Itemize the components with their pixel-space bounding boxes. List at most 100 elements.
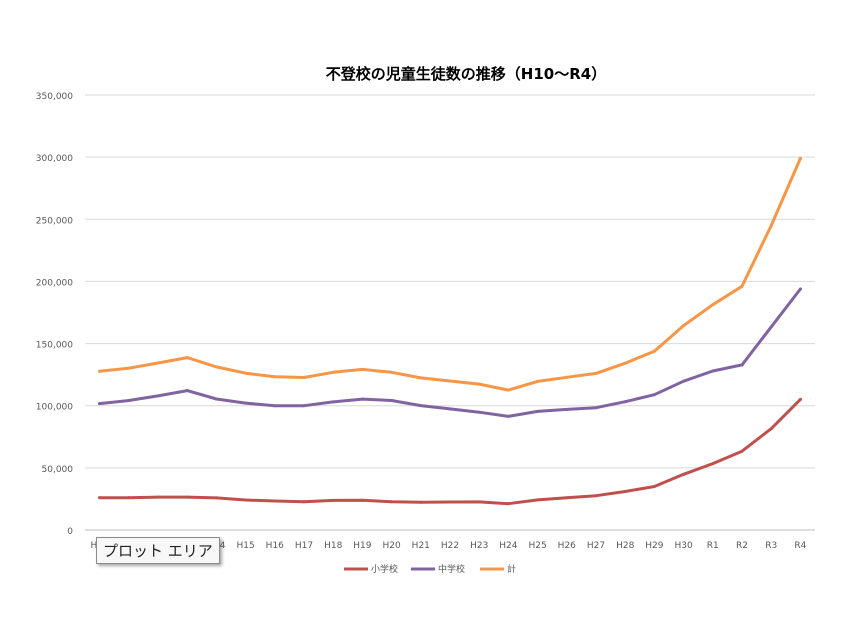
data-point-series-3 <box>273 375 277 379</box>
legend-label-2: 中学校 <box>438 563 465 575</box>
data-point-series-2 <box>594 406 598 410</box>
x-tick-label: H20 <box>382 541 400 551</box>
x-tick-label: H28 <box>616 541 634 551</box>
data-point-series-2 <box>156 394 160 398</box>
data-point-series-2 <box>711 369 715 373</box>
data-point-series-3 <box>711 303 715 307</box>
x-tick-label: R4 <box>794 541 806 551</box>
data-point-series-3 <box>214 365 218 369</box>
data-point-series-1 <box>652 485 656 488</box>
x-tick-label: H26 <box>558 541 576 551</box>
x-tick-label: H24 <box>499 541 517 551</box>
x-tick-label: H21 <box>412 541 430 551</box>
data-point-series-2 <box>185 389 189 393</box>
data-point-series-2 <box>390 398 394 402</box>
data-point-series-2 <box>273 404 277 408</box>
data-point-series-1 <box>448 500 452 504</box>
data-point-series-3 <box>390 370 394 374</box>
data-point-series-2 <box>244 401 248 405</box>
plot-area-tooltip: プロット エリア <box>96 537 220 564</box>
legend-label-1: 小学校 <box>371 563 398 575</box>
data-point-series-1 <box>740 449 744 453</box>
x-tick-label: H18 <box>324 541 342 551</box>
data-point-series-1 <box>98 496 102 500</box>
x-tick-label: H22 <box>441 541 459 551</box>
y-tick-label: 250,000 <box>36 216 73 226</box>
data-point-series-1 <box>273 499 277 503</box>
data-point-series-3 <box>302 376 306 380</box>
x-tick-label: H23 <box>470 541 488 551</box>
data-point-series-3 <box>623 361 627 365</box>
data-point-series-3 <box>331 370 335 374</box>
data-point-series-3 <box>185 356 189 360</box>
data-point-series-3 <box>769 224 773 228</box>
data-point-series-3 <box>798 156 802 160</box>
y-tick-label: 300,000 <box>36 154 73 164</box>
data-point-series-2 <box>477 410 481 414</box>
data-point-series-2 <box>682 379 686 383</box>
data-point-series-1 <box>477 500 481 504</box>
data-point-series-1 <box>156 495 160 499</box>
data-point-series-3 <box>419 376 423 380</box>
data-point-series-3 <box>477 382 481 386</box>
data-point-series-1 <box>769 427 773 431</box>
data-point-series-2 <box>98 402 102 406</box>
data-point-series-3 <box>652 349 656 353</box>
x-tick-label: H15 <box>236 541 254 551</box>
data-point-series-1 <box>711 462 715 466</box>
data-point-series-1 <box>360 498 364 502</box>
y-tick-label: 0 <box>67 527 73 537</box>
x-tick-label: H25 <box>528 541 546 551</box>
x-tick-label: H19 <box>353 541 371 551</box>
series-line-1 <box>98 397 802 506</box>
data-point-series-1 <box>682 472 686 476</box>
data-point-series-1 <box>419 500 423 504</box>
y-tick-label: 150,000 <box>36 341 73 351</box>
data-point-series-2 <box>506 414 510 418</box>
y-tick-label: 350,000 <box>36 92 73 102</box>
data-point-series-3 <box>244 371 248 375</box>
data-point-series-2 <box>798 287 802 291</box>
data-point-series-2 <box>331 400 335 404</box>
data-point-series-2 <box>419 404 423 408</box>
data-point-series-2 <box>769 325 773 329</box>
x-tick-label: H29 <box>645 541 663 551</box>
y-tick-label: 50,000 <box>42 465 74 475</box>
data-point-series-3 <box>360 367 364 371</box>
data-point-series-1 <box>302 500 306 504</box>
data-point-series-1 <box>623 489 627 493</box>
x-tick-label: H17 <box>295 541 313 551</box>
data-point-series-3 <box>98 369 102 373</box>
y-tick-label: 200,000 <box>36 278 73 288</box>
data-point-series-2 <box>127 398 131 402</box>
data-point-series-2 <box>565 407 569 411</box>
data-point-series-3 <box>682 324 686 328</box>
x-tick-label: R1 <box>707 541 719 551</box>
data-point-series-1 <box>127 496 131 500</box>
data-point-series-1 <box>798 397 802 401</box>
data-point-series-2 <box>302 404 306 408</box>
data-point-series-2 <box>740 363 744 367</box>
data-point-series-1 <box>390 500 394 504</box>
data-point-series-2 <box>652 393 656 397</box>
x-tick-label: R3 <box>765 541 777 551</box>
data-point-series-1 <box>185 495 189 499</box>
data-point-series-3 <box>448 379 452 383</box>
x-tick-label: H30 <box>674 541 692 551</box>
data-point-series-1 <box>331 498 335 502</box>
x-tick-label: H27 <box>587 541 605 551</box>
series-line-3 <box>98 156 802 392</box>
data-point-series-3 <box>565 375 569 379</box>
x-tick-label: R2 <box>736 541 748 551</box>
data-point-series-3 <box>536 379 540 383</box>
data-point-series-2 <box>360 397 364 401</box>
data-point-series-3 <box>127 366 131 370</box>
data-point-series-2 <box>448 407 452 411</box>
data-point-series-3 <box>594 371 598 375</box>
data-point-series-1 <box>536 498 540 502</box>
data-point-series-3 <box>740 284 744 288</box>
data-point-series-2 <box>214 397 218 401</box>
data-point-series-3 <box>506 388 510 392</box>
data-point-series-1 <box>244 498 248 502</box>
data-point-series-1 <box>594 494 598 498</box>
